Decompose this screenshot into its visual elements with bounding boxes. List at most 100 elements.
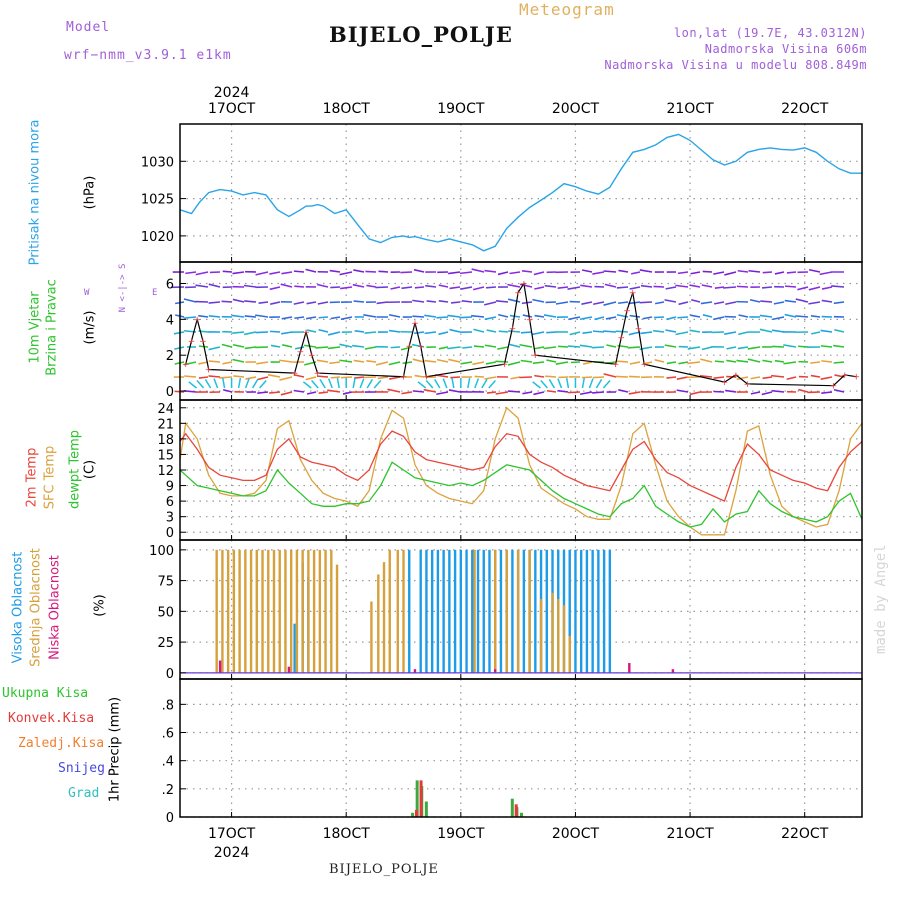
- wind-barb: [543, 346, 557, 350]
- cloud-bar: [499, 549, 503, 673]
- wind-barb: [244, 346, 257, 350]
- bottom-date-label: 20OCT: [552, 826, 600, 842]
- precip-conv-label: Konvek.Kisa: [8, 711, 95, 726]
- cloud-bar: [579, 549, 583, 673]
- wind-barb: [630, 271, 641, 275]
- precip-frozen-label: Zaledj.Kisa: [18, 736, 105, 751]
- wind-barb: [417, 381, 427, 389]
- wind-barb: [305, 376, 317, 381]
- wind-barb: [204, 379, 212, 389]
- wind-barb: [352, 283, 365, 288]
- wind-barb: [821, 299, 833, 303]
- wind-barb: [232, 358, 245, 363]
- wind-barb: [330, 316, 341, 320]
- wind-barb: [833, 344, 845, 348]
- wind-barb: [449, 286, 461, 290]
- wind-barb: [726, 346, 737, 350]
- wind-barb: [833, 301, 845, 305]
- wind-barb: [592, 391, 605, 394]
- wind-barb: [198, 376, 209, 379]
- wind-speed-point: +: [618, 333, 626, 343]
- cloud-ytick-label: 50: [157, 605, 174, 620]
- wind-barb: [244, 300, 257, 303]
- wind-barb: [294, 285, 305, 288]
- wind-speed-point: +: [841, 371, 849, 381]
- wind-barb: [329, 269, 341, 273]
- wind-barb: [811, 331, 821, 335]
- wind-barb: [208, 283, 221, 288]
- wind-speed-point: +: [291, 369, 299, 379]
- wind-barb: [423, 388, 437, 393]
- pressure-frame: [179, 123, 863, 263]
- cloud-bar: [272, 549, 276, 673]
- wind-barb: [293, 373, 305, 378]
- wind-barb: [340, 376, 353, 379]
- cloud-bar: [249, 549, 253, 673]
- wind-barb: [375, 286, 389, 289]
- station-title: BIJELO_POLJE: [329, 22, 513, 47]
- wind-ytick-label: 2: [166, 349, 174, 364]
- wind-barb: [376, 301, 389, 305]
- wind-barb: [448, 358, 461, 363]
- wind-barb: [390, 346, 401, 349]
- wind-barb: [305, 268, 317, 273]
- wind-barb: [678, 301, 689, 306]
- wind-barb: [761, 286, 773, 289]
- wind-barb: [233, 375, 245, 378]
- wind-barb: [531, 331, 545, 336]
- wind-barb: [723, 286, 737, 289]
- cloud-bar: [289, 549, 293, 673]
- wind-barb: [319, 379, 326, 389]
- wind-barb: [340, 286, 353, 290]
- cloud-bar: [408, 549, 411, 673]
- wind-barb: [592, 330, 605, 333]
- wind-barb: [198, 361, 209, 365]
- wind-barb: [540, 379, 549, 389]
- wind-barb: [507, 283, 521, 288]
- wind-barb: [183, 298, 197, 303]
- precip-ytick-label: 0: [166, 811, 174, 826]
- wind-barb: [232, 331, 245, 335]
- wind-barb: [579, 316, 593, 321]
- wind-ytick-label: 4: [166, 313, 174, 328]
- wind-barb: [666, 316, 677, 321]
- wind-barb: [375, 361, 389, 366]
- wind-barb: [545, 375, 557, 378]
- cloud-bar: [494, 669, 497, 673]
- wind-barb: [592, 376, 605, 379]
- pressure-ytick-label: 1020: [141, 230, 174, 245]
- wind-barb: [762, 376, 773, 380]
- wind-barb: [654, 301, 665, 305]
- wind-barb: [401, 286, 413, 290]
- wind-barb: [378, 270, 389, 273]
- wind-barb: [834, 328, 845, 333]
- cloud-bar: [307, 549, 310, 673]
- wind-barb: [713, 271, 725, 275]
- wind-barb: [508, 330, 521, 333]
- wind-barb: [773, 301, 785, 305]
- wind-speed-point: +: [411, 319, 419, 329]
- wind-barb: [736, 376, 749, 381]
- bottom-date-label: 17OCT: [208, 826, 256, 842]
- wind-barb: [373, 379, 382, 389]
- wind-barb: [329, 361, 341, 365]
- wind-barb: [568, 345, 581, 348]
- wind-barb: [498, 313, 509, 318]
- precip-bar: [415, 780, 419, 817]
- wind-barb: [687, 361, 701, 365]
- wind-barb: [481, 379, 488, 389]
- cloud-bar: [396, 549, 399, 673]
- wind-barb: [519, 376, 533, 379]
- wind-barb: [471, 314, 485, 318]
- wind-barb: [582, 331, 593, 334]
- wind-barb: [232, 271, 245, 275]
- wind-barb: [412, 358, 425, 363]
- wind-barb: [484, 269, 497, 273]
- wind-barb: [232, 343, 245, 348]
- cloud-bar: [482, 549, 485, 673]
- wind-barb: [282, 344, 293, 348]
- wind-barb: [771, 374, 785, 378]
- wind-barb: [447, 346, 461, 350]
- wind-barb: [293, 389, 305, 393]
- wind-barb: [579, 344, 593, 348]
